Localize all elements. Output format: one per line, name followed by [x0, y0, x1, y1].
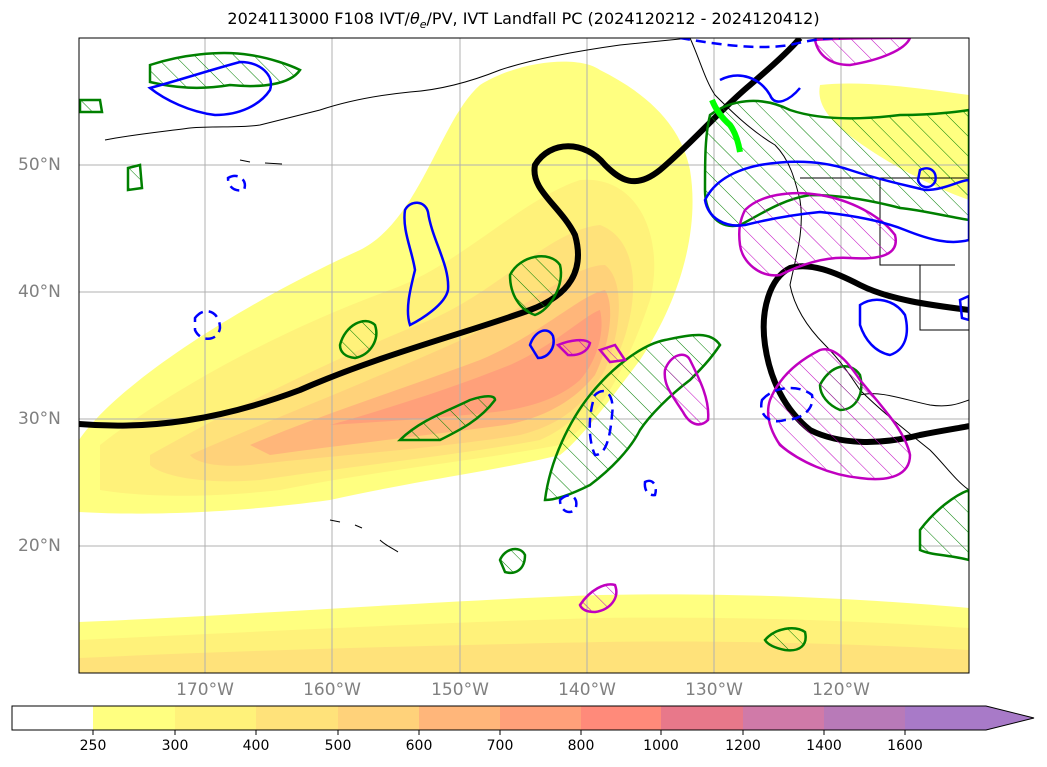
colorbar-tick-300: 300	[161, 738, 189, 754]
magenta-regions	[555, 38, 912, 614]
theta-subscript: e	[419, 18, 427, 32]
title-prefix: 2024113000 F108 IVT/	[227, 9, 410, 28]
lat-label-20: 20°N	[18, 536, 61, 556]
pv-contour-east	[760, 263, 969, 445]
colorbar-tick-250: 250	[79, 738, 107, 754]
lon-label-170w: 170°W	[176, 680, 234, 700]
colorbar-tick-800: 800	[567, 738, 595, 754]
lon-label-150w: 150°W	[431, 680, 489, 700]
lon-label-130w: 130°W	[685, 680, 743, 700]
map-frame	[78, 37, 970, 674]
colorbar-tick-700: 700	[486, 738, 514, 754]
lon-label-140w: 140°W	[558, 680, 616, 700]
colorbar-tick-400: 400	[242, 738, 270, 754]
theta-negative-contours	[147, 60, 969, 360]
colorbar-tick-1400: 1400	[806, 738, 842, 754]
colorbar-tick-500: 500	[324, 738, 352, 754]
lat-label-30: 30°N	[18, 409, 61, 429]
map-title: 2024113000 F108 IVT/θe/PV, IVT Landfall …	[0, 9, 1047, 31]
ivt-shading-6	[330, 310, 602, 425]
pv-contour-main	[79, 38, 803, 429]
ivt-band-south-3	[79, 641, 969, 673]
colorbar-tick-600: 600	[405, 738, 433, 754]
landfall-location	[709, 98, 743, 153]
title-suffix: /PV, IVT Landfall PC (2024120212 - 20241…	[426, 9, 820, 28]
ivt-shading-5	[250, 290, 611, 455]
colorbar-tick-1000: 1000	[643, 738, 679, 754]
lon-label-160w: 160°W	[303, 680, 361, 700]
lat-label-40: 40°N	[18, 282, 61, 302]
map-panel	[79, 38, 969, 673]
lon-label-120w: 120°W	[812, 680, 870, 700]
colorbar-tick-1600: 1600	[887, 738, 923, 754]
colorbar	[11, 705, 1035, 735]
theta-symbol: θ	[409, 9, 420, 28]
theta-negative-dashed	[193, 38, 841, 514]
lat-label-50: 50°N	[18, 155, 61, 175]
colorbar-tick-1200: 1200	[725, 738, 761, 754]
